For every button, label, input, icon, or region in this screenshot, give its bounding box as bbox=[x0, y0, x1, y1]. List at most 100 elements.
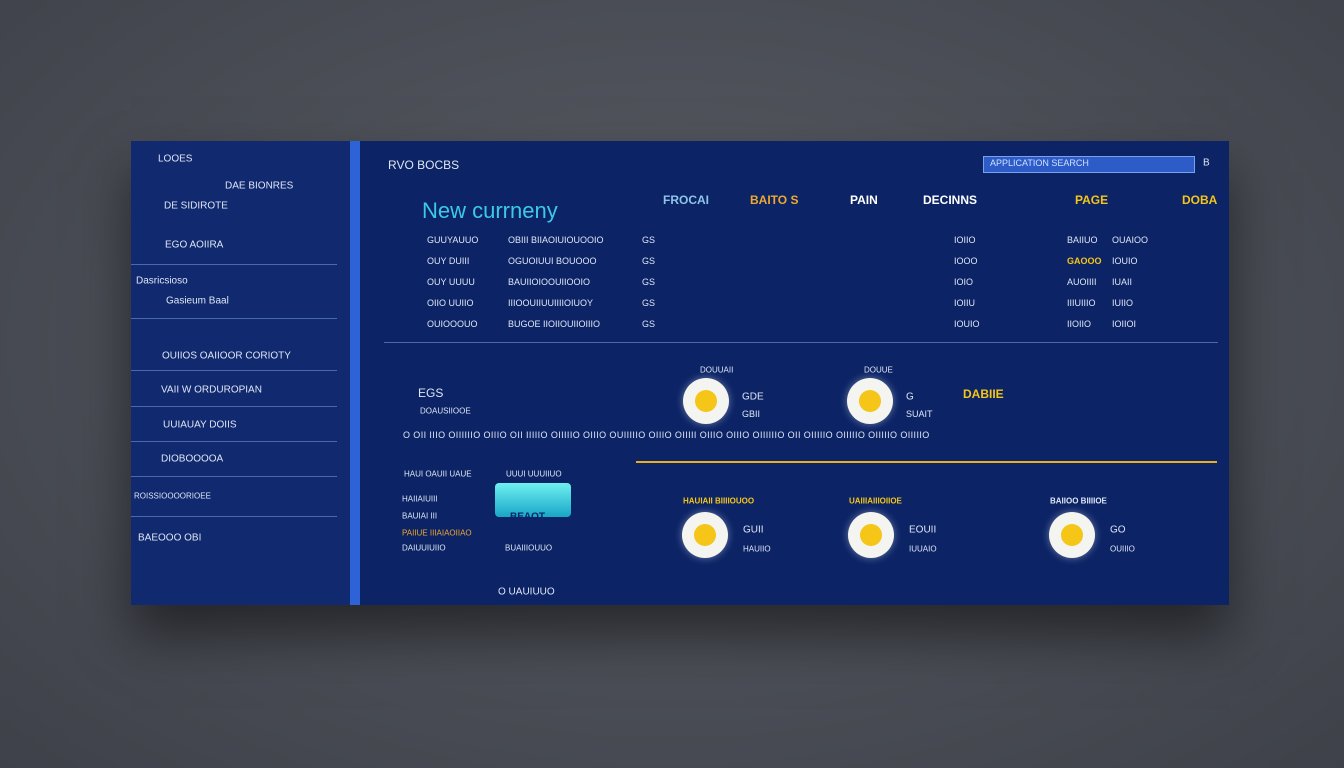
card-title: BAIIOO BIIIIOE bbox=[1050, 496, 1107, 506]
table-cell: IOUIO bbox=[1112, 256, 1138, 266]
app-window: RVO BOCBS APPLICATION SEARCH B LOOES DAE BIO… bbox=[131, 141, 1229, 605]
search-bar[interactable] bbox=[983, 156, 1195, 173]
table-cell: IOOO bbox=[954, 256, 978, 266]
table-cell: OUAIOO bbox=[1112, 235, 1149, 245]
coin-icon bbox=[1049, 512, 1095, 558]
card-title: HAUIAII BIIIIOUOO bbox=[683, 496, 755, 506]
coin-icon bbox=[847, 378, 893, 424]
column-header: BAITO S bbox=[750, 193, 799, 207]
coin-icon bbox=[682, 512, 728, 558]
header-icon: B bbox=[1203, 157, 1210, 169]
table-cell: GS bbox=[642, 235, 656, 245]
sidebar-item: DIOBOOOOA bbox=[161, 453, 224, 465]
table-cell: GS bbox=[642, 319, 656, 329]
table-cell: GUUYAUUO bbox=[427, 235, 479, 245]
sidebar-edge bbox=[350, 141, 360, 605]
card-title: UAIIIAIIIOIIOE bbox=[849, 496, 902, 506]
sidebar-item: DAE BIONRES bbox=[225, 180, 294, 192]
sidebar-divider bbox=[131, 264, 337, 265]
sidebar-divider bbox=[131, 476, 337, 477]
stats-sub: DOAUSIIOOE bbox=[420, 406, 471, 416]
table-cell: IIIOOUIIUUIIIIOIUOY bbox=[508, 298, 594, 308]
coin-sub: SUAIT bbox=[906, 409, 933, 419]
card-label: GUII bbox=[743, 524, 764, 536]
sidebar-item: ROISSIOOOORIOEE bbox=[134, 491, 211, 501]
table-cell: IOIIO bbox=[954, 235, 976, 245]
sidebar-divider bbox=[131, 516, 337, 517]
table-cell: OBIII BIIAOIUIOUOOIO bbox=[508, 235, 604, 245]
sidebar-divider bbox=[131, 370, 337, 371]
info-text: UUUI UUUIIUO bbox=[506, 469, 562, 479]
coin-label: G bbox=[906, 391, 914, 403]
card-label: EOUII bbox=[909, 524, 937, 536]
search-text: APPLICATION SEARCH bbox=[990, 158, 1089, 168]
coin-icon bbox=[683, 378, 729, 424]
table-cell: OGUOIUUI BOUOOO bbox=[508, 256, 597, 266]
info-text: BUAIIIOUUO bbox=[505, 543, 553, 553]
table-cell: GAOOO bbox=[1067, 256, 1102, 266]
sidebar-item: BAEOOO OBI bbox=[138, 532, 202, 544]
sidebar-item: LOOES bbox=[158, 153, 193, 165]
table-cell: IOIIOI bbox=[1112, 319, 1137, 329]
table-cell: AUOIIII bbox=[1067, 277, 1097, 287]
table-cell: OUY UUUU bbox=[427, 277, 475, 287]
heading: New currneny bbox=[422, 198, 558, 223]
card-sub: HAUIIO bbox=[743, 544, 771, 554]
sidebar-item: VAII W ORDUROPIAN bbox=[161, 384, 262, 396]
card-label: GO bbox=[1110, 524, 1126, 536]
table-cell: IUAII bbox=[1112, 277, 1133, 287]
table-cell: OIIO UUIIO bbox=[427, 298, 474, 308]
table-cell: GS bbox=[642, 277, 656, 287]
coin-caption: DOUUAII bbox=[700, 365, 734, 375]
ticker: O OII IIIO OIIIIIIO OIIIO OII IIIIIO OII… bbox=[403, 430, 930, 440]
coin-label: GDE bbox=[742, 391, 764, 403]
table-cell: IIIUIIIO bbox=[1067, 298, 1096, 308]
stats-label: EGS bbox=[418, 386, 444, 400]
sidebar-item: Dasricsioso bbox=[136, 275, 188, 287]
table-cell: OUIOOOUO bbox=[427, 319, 478, 329]
table-cell: OUY DUIII bbox=[427, 256, 470, 266]
info-text: PAIIUE IIIAIAOIIAO bbox=[402, 528, 472, 538]
coin-sub: GBII bbox=[742, 409, 761, 419]
footer-text: O UAUIUUO bbox=[498, 586, 555, 598]
sidebar bbox=[131, 141, 350, 605]
info-text: HAIIAIUIII bbox=[402, 494, 438, 504]
card-sub: OUIIIO bbox=[1110, 544, 1135, 554]
table-cell: BAIIUO bbox=[1067, 235, 1098, 245]
sidebar-divider bbox=[131, 441, 337, 442]
coin-caption: DOUUE bbox=[864, 365, 893, 375]
sidebar-item: EGO AOIIRA bbox=[165, 239, 224, 251]
coin-icon bbox=[848, 512, 894, 558]
sidebar-item: DE SIDIROTE bbox=[164, 200, 228, 212]
table-cell: BUGOE IIOIIOUIIOIIIO bbox=[508, 319, 601, 329]
badge-text: BEAOT bbox=[510, 511, 545, 523]
sidebar-item: UUIAUAY DOIIS bbox=[163, 419, 237, 431]
table-divider bbox=[384, 342, 1218, 343]
column-header: PAIN bbox=[850, 193, 878, 207]
column-header: FROCAI bbox=[663, 193, 709, 207]
info-text: HAUI OAUII UAUE bbox=[404, 469, 472, 479]
sidebar-item: Gasieum Baal bbox=[166, 295, 229, 307]
column-header: DOBA bbox=[1182, 193, 1218, 207]
badge bbox=[495, 483, 571, 517]
sidebar-divider bbox=[131, 318, 337, 319]
table-cell: IIOIIO bbox=[1067, 319, 1092, 329]
table-cell: IUIIO bbox=[1112, 298, 1134, 308]
window-title: RVO BOCBS bbox=[388, 158, 460, 172]
table-cell: IOUIO bbox=[954, 319, 980, 329]
column-header: DECINNS bbox=[923, 193, 978, 207]
table-cell: IOIO bbox=[954, 277, 974, 287]
highlight: DABIIE bbox=[963, 387, 1004, 401]
card-sub: IUUAIO bbox=[909, 544, 937, 554]
sidebar-item: OUIIOS OAIIOOR CORIOTY bbox=[162, 350, 291, 362]
table-cell: GS bbox=[642, 298, 656, 308]
info-text: BAUIAI III bbox=[402, 511, 438, 521]
sidebar-divider bbox=[131, 406, 337, 407]
table-cell: GS bbox=[642, 256, 656, 266]
column-header: PAGE bbox=[1075, 193, 1109, 207]
info-text: DAIUUIUIIO bbox=[402, 543, 446, 553]
table-cell: BAUIIOIOOUIIOOIO bbox=[508, 277, 591, 287]
accent-line bbox=[636, 461, 1217, 463]
table-cell: IOIIU bbox=[954, 298, 976, 308]
